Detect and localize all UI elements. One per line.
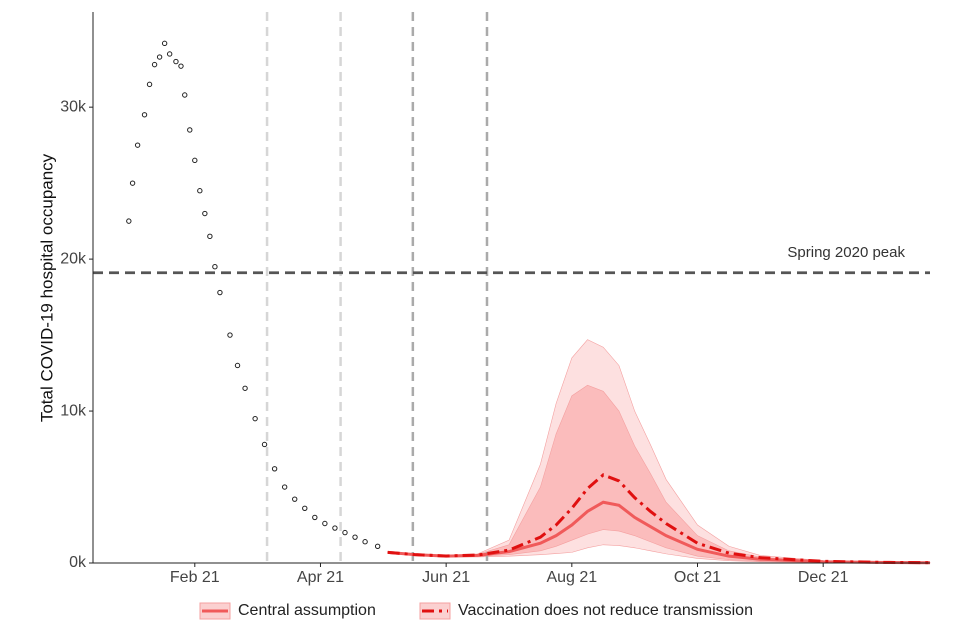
observed-point	[134, 142, 141, 148]
observed-point	[207, 233, 213, 240]
observed-point	[187, 127, 193, 133]
x-tick-label: Aug 21	[546, 569, 597, 586]
observed-point	[129, 180, 136, 186]
observed-point	[281, 484, 288, 490]
observed-point	[312, 514, 318, 521]
observed-point	[166, 51, 173, 57]
y-tick-label: 10k	[60, 402, 87, 419]
observed-point	[173, 58, 179, 65]
observed-point	[141, 112, 148, 118]
observed-point	[156, 54, 163, 60]
observed-point	[182, 92, 188, 98]
legend: Central assumption Vaccination does not r…	[199, 602, 753, 620]
observed-point	[227, 332, 233, 338]
x-tick-label: Jun 21	[422, 569, 470, 586]
observed-point	[242, 385, 248, 391]
observed-point	[342, 529, 348, 536]
observed-point	[197, 188, 203, 194]
observed-point	[352, 534, 358, 540]
legend-label: Central assumption	[238, 602, 376, 619]
observed-point	[217, 289, 223, 296]
x-tick-label: Apr 21	[297, 569, 344, 586]
series-line	[387, 500, 931, 565]
observed-point	[146, 81, 153, 88]
observed-point	[362, 539, 368, 545]
observed-point	[332, 525, 338, 531]
observed-point	[302, 505, 308, 511]
legend-swatch	[419, 602, 451, 620]
observed-point	[192, 157, 198, 164]
observed-point	[161, 40, 168, 47]
observed-point	[178, 63, 184, 69]
observed-point	[126, 218, 132, 224]
observed-point	[374, 543, 381, 549]
observed-point	[212, 264, 218, 270]
observed-point	[292, 496, 298, 502]
y-axis-label: Total COVID-19 hospital occupancy	[37, 153, 56, 422]
observed-point	[202, 210, 208, 217]
y-tick-label: 30k	[60, 98, 87, 115]
observed-point	[151, 61, 158, 68]
x-tick-label: Dec 21	[798, 569, 849, 586]
observed-point	[252, 415, 258, 422]
observed-point	[261, 441, 268, 448]
x-tick-label: Feb 21	[170, 569, 220, 586]
observed-point	[322, 520, 328, 527]
annotation: Spring 2020 peak	[787, 244, 905, 261]
observed-point	[271, 466, 278, 472]
observed-point	[234, 362, 241, 369]
series-line	[387, 473, 931, 565]
y-tick-label: 0k	[69, 554, 87, 571]
y-tick-label: 20k	[60, 250, 87, 267]
legend-label: Vaccination does not reduce transmission	[458, 602, 753, 619]
x-tick-label: Oct 21	[674, 569, 721, 586]
